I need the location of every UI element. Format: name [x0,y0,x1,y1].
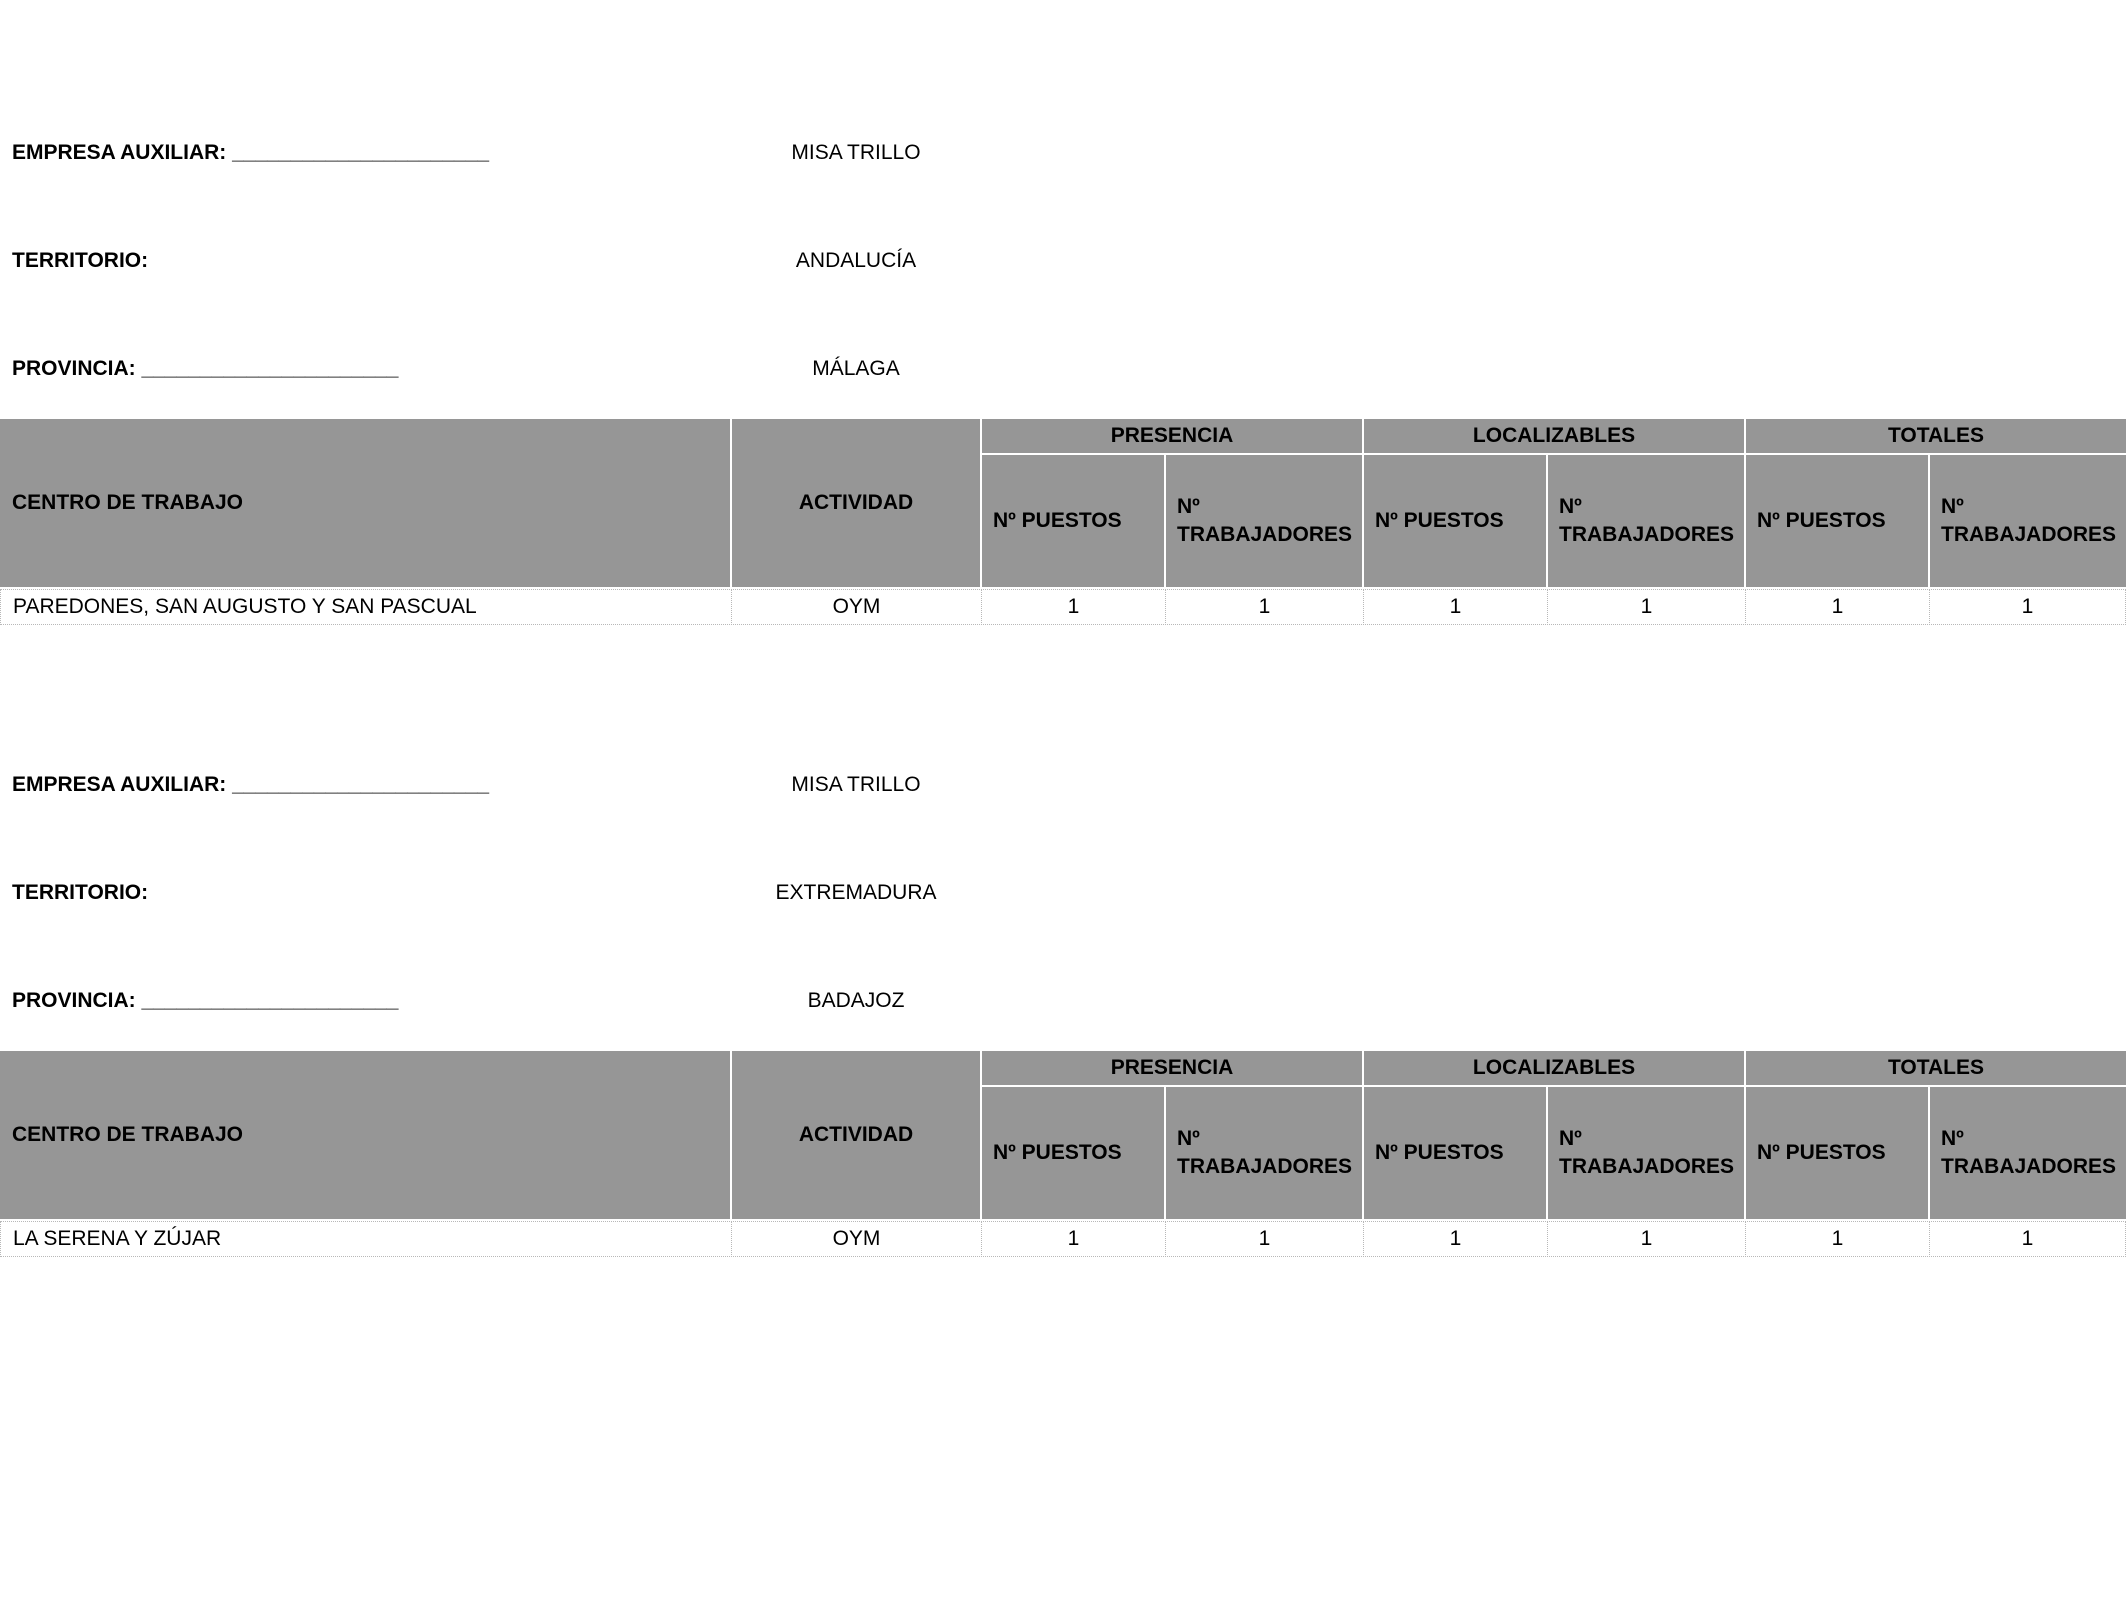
cell-presencia-trabajadores: 1 [1165,1221,1364,1257]
header-actividad: ACTIVIDAD [732,419,980,587]
provincia-value: MÁLAGA [812,357,900,380]
provincia-row: PROVINCIA: ______________________ MÁLAGA [0,349,2126,389]
cell-centro: LA SERENA Y ZÚJAR [0,1221,732,1257]
cell-centro: PAREDONES, SAN AUGUSTO Y SAN PASCUAL [0,589,732,625]
header-localizables: LOCALIZABLES [1364,1051,1744,1085]
cell-localizables-trabajadores: 1 [1547,589,1746,625]
header-totales-puestos: Nº PUESTOS [1746,455,1928,587]
header-actividad: ACTIVIDAD [732,1051,980,1219]
cell-totales-trabajadores: 1 [1929,589,2126,625]
header-presencia-puestos: Nº PUESTOS [982,455,1164,587]
header-localizables-puestos: Nº PUESTOS [1364,1087,1546,1219]
cell-totales-puestos: 1 [1745,589,1930,625]
header-presencia: PRESENCIA [982,419,1362,453]
provincia-value: BADAJOZ [807,989,905,1012]
header-totales-puestos: Nº PUESTOS [1746,1087,1928,1219]
empresa-value: MISA TRILLO [791,141,921,164]
cell-actividad: OYM [731,589,982,625]
table-row: PAREDONES, SAN AUGUSTO Y SAN PASCUAL OYM… [0,589,2126,625]
territorio-label: TERRITORIO: [12,881,149,904]
header-presencia-trabajadores: Nº TRABAJADORES [1166,455,1362,587]
cell-presencia-puestos: 1 [981,1221,1166,1257]
cell-localizables-puestos: 1 [1363,1221,1548,1257]
cell-totales-trabajadores: 1 [1929,1221,2126,1257]
header-totales-trabajadores: Nº TRABAJADORES [1930,455,2126,587]
cell-presencia-puestos: 1 [981,589,1166,625]
header-localizables-trabajadores: Nº TRABAJADORES [1548,455,1744,587]
empresa-value: MISA TRILLO [791,773,921,796]
header-totales: TOTALES [1746,419,2126,453]
territorio-row: TERRITORIO: EXTREMADURA [0,873,2126,913]
cell-actividad: OYM [731,1221,982,1257]
provincia-label: PROVINCIA: ______________________ [12,989,399,1012]
territorio-value: EXTREMADURA [775,881,937,904]
cell-totales-puestos: 1 [1745,1221,1930,1257]
cell-localizables-trabajadores: 1 [1547,1221,1746,1257]
workcenter-table: CENTRO DE TRABAJO ACTIVIDAD PRESENCIA LO… [0,419,2126,630]
cell-localizables-puestos: 1 [1363,589,1548,625]
header-centro: CENTRO DE TRABAJO [0,419,730,587]
header-localizables: LOCALIZABLES [1364,419,1744,453]
territorio-value: ANDALUCÍA [795,249,917,272]
cell-presencia-trabajadores: 1 [1165,589,1364,625]
header-presencia-trabajadores: Nº TRABAJADORES [1166,1087,1362,1219]
table-row: LA SERENA Y ZÚJAR OYM 1 1 1 1 1 1 [0,1221,2126,1257]
empresa-label: EMPRESA AUXILIAR: ______________________ [12,773,490,796]
header-totales-trabajadores: Nº TRABAJADORES [1930,1087,2126,1219]
header-localizables-trabajadores: Nº TRABAJADORES [1548,1087,1744,1219]
header-centro: CENTRO DE TRABAJO [0,1051,730,1219]
header-presencia: PRESENCIA [982,1051,1362,1085]
empresa-row: EMPRESA AUXILIAR: ______________________… [0,133,2126,173]
territorio-label: TERRITORIO: [12,249,149,272]
provincia-label: PROVINCIA: ______________________ [12,357,399,380]
provincia-row: PROVINCIA: ______________________ BADAJO… [0,981,2126,1021]
empresa-label: EMPRESA AUXILIAR: ______________________ [12,141,490,164]
header-presencia-puestos: Nº PUESTOS [982,1087,1164,1219]
territorio-row: TERRITORIO: ANDALUCÍA [0,241,2126,281]
empresa-row: EMPRESA AUXILIAR: ______________________… [0,765,2126,805]
header-localizables-puestos: Nº PUESTOS [1364,455,1546,587]
header-totales: TOTALES [1746,1051,2126,1085]
workcenter-table: CENTRO DE TRABAJO ACTIVIDAD PRESENCIA LO… [0,1051,2126,1262]
